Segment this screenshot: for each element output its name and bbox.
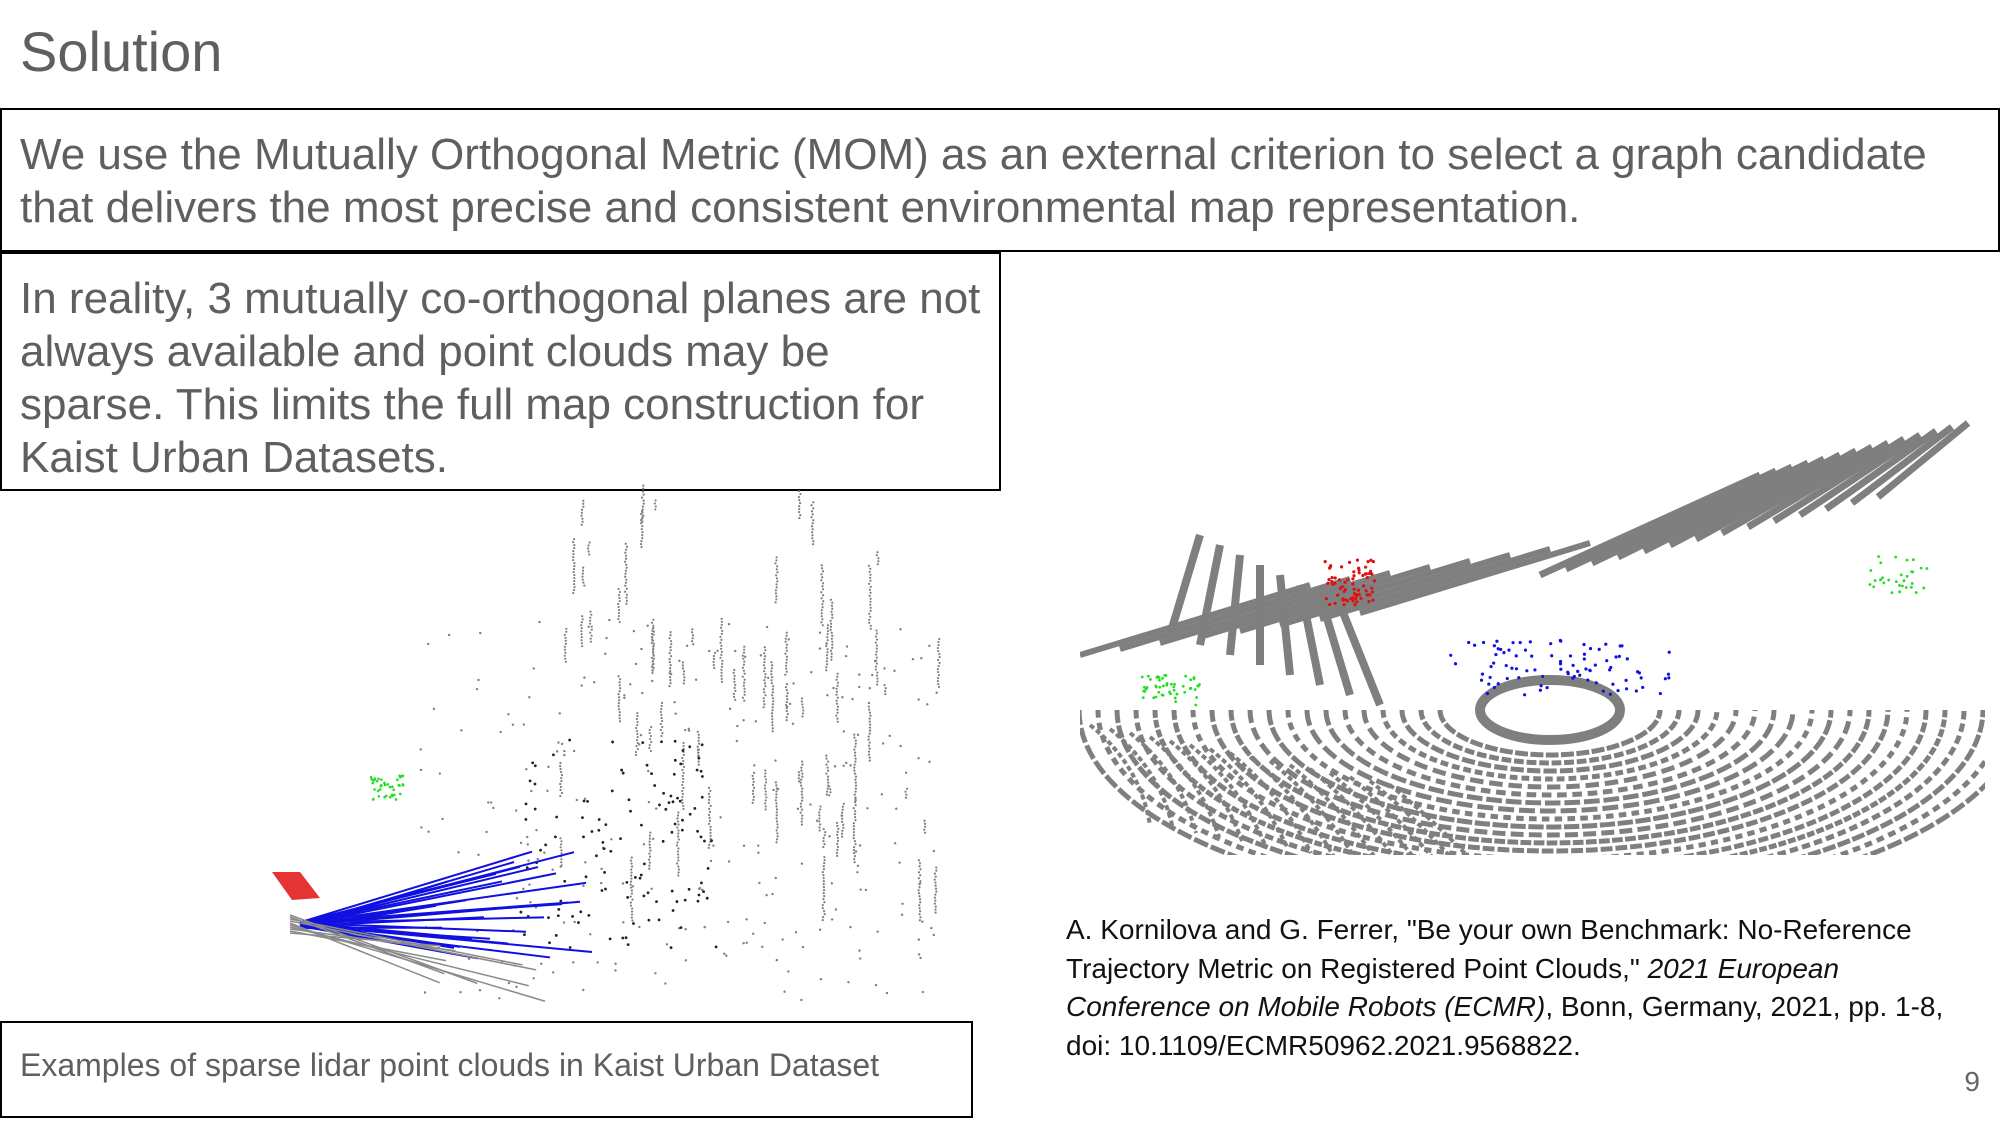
sparse-cloud-dark-points	[519, 738, 718, 949]
red-plane-points	[1323, 558, 1377, 607]
slide-title: Solution	[20, 20, 223, 83]
limitation-box: In reality, 3 mutually co-orthogonal pla…	[0, 252, 1001, 491]
solution-statement: We use the Mutually Orthogonal Metric (M…	[20, 130, 1927, 232]
dense-point-cloud-image	[1080, 420, 1985, 855]
solution-statement-box: We use the Mutually Orthogonal Metric (M…	[0, 108, 2000, 252]
page-number: 9	[1964, 1066, 1980, 1097]
image-caption: Examples of sparse lidar point clouds in…	[20, 1047, 880, 1083]
reference-venue: 2021 European Conference on Mobile Robot…	[1066, 952, 1840, 1023]
green-plane-points-dense	[1140, 555, 1929, 707]
blue-plane-points	[1449, 638, 1671, 697]
dense-cloud-points	[1080, 420, 1985, 855]
caption-box: Examples of sparse lidar point clouds in…	[0, 1021, 973, 1118]
green-plane-points	[369, 774, 405, 801]
roundabout-center	[1475, 675, 1625, 745]
red-plane-patch	[272, 872, 320, 900]
reference-citation: A. Kornilova and G. Ferrer, "Be your own…	[1066, 911, 1966, 1065]
sparse-cloud-gray-rays	[289, 914, 546, 1002]
reference-details: , Bonn, Germany, 2021, pp. 1-8, doi: 10.…	[1066, 991, 1944, 1061]
limitation-text: In reality, 3 mutually co-orthogonal pla…	[20, 274, 981, 482]
reference-authors-title: A. Kornilova and G. Ferrer, "Be your own…	[1066, 914, 1912, 984]
sparse-point-cloud-image	[272, 484, 941, 1002]
sparse-cloud-points	[419, 484, 941, 1002]
